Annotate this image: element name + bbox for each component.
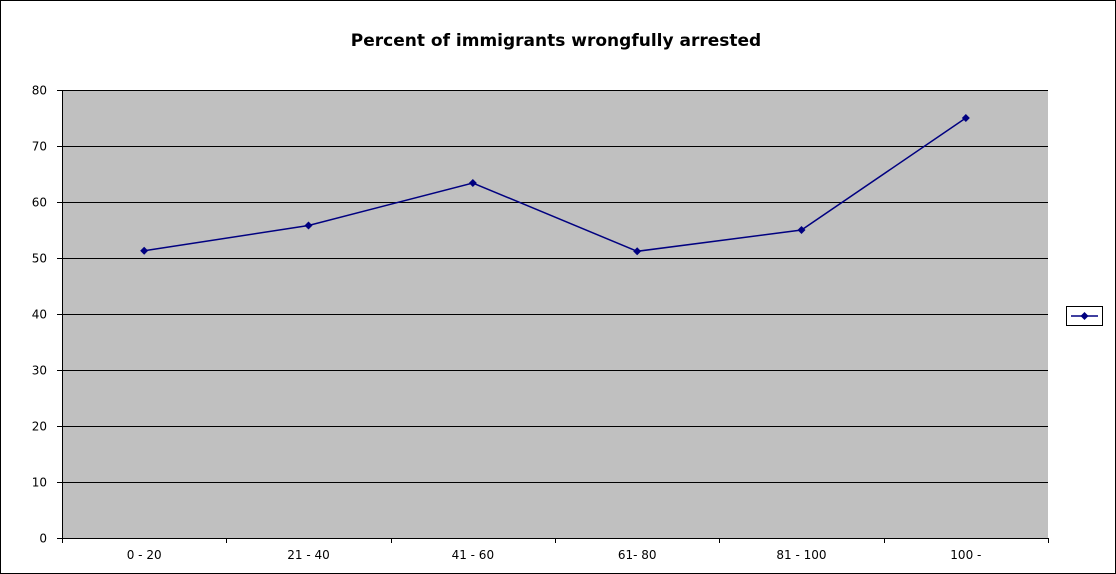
- y-tick-label: 20: [32, 420, 47, 434]
- x-tick-label: 21 - 40: [287, 548, 330, 562]
- y-tick-label: 70: [32, 140, 47, 154]
- y-tick-label: 0: [39, 532, 47, 546]
- x-tick-label: 41 - 60: [452, 548, 495, 562]
- chart-title: Percent of immigrants wrongfully arreste…: [350, 31, 762, 51]
- y-tick-label: 30: [32, 364, 47, 378]
- data-point: [633, 247, 642, 256]
- y-tick-label: 40: [32, 308, 47, 322]
- data-point: [140, 246, 149, 255]
- x-tick-label: 61- 80: [618, 548, 657, 562]
- y-tick-label: 50: [32, 252, 47, 266]
- data-point: [961, 114, 970, 122]
- series-line: [144, 117, 967, 253]
- data-point: [304, 221, 313, 230]
- legend-marker: [1080, 312, 1089, 320]
- y-tick-label: 10: [32, 476, 47, 490]
- data-point: [797, 226, 806, 234]
- x-tick-label: 81 - 100: [776, 548, 826, 562]
- data-point: [468, 178, 477, 187]
- y-tick-label: 80: [32, 84, 47, 98]
- x-tick-label: 100 -: [950, 548, 981, 562]
- y-tick-label: 60: [32, 196, 47, 210]
- x-tick-label: 0 - 20: [127, 548, 162, 562]
